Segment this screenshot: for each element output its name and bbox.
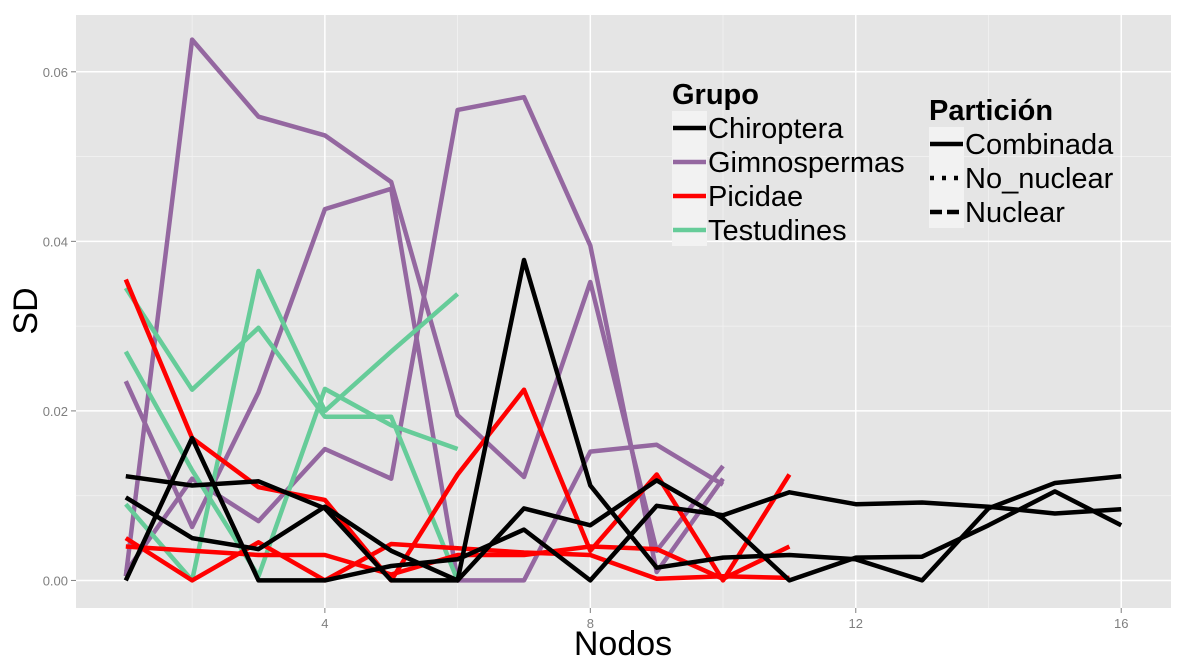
y-tick-label-1: 0.02: [43, 404, 68, 419]
x-tick-label-2: 12: [849, 616, 863, 631]
y-axis-title: SD: [7, 287, 45, 334]
y-tick-label-3: 0.06: [43, 65, 68, 80]
y-tick-label-0: 0.00: [43, 573, 68, 588]
legend-label-nuclear: Nuclear: [965, 197, 1065, 229]
series-line-gimnospermas-combinada: [123, 186, 725, 583]
series-line-chiroptera-combinada: [123, 435, 1122, 583]
series-line-testudines-nuclear: [124, 268, 460, 583]
y-tick-label-2: 0.04: [43, 234, 68, 249]
legend-label-testudines: Testudines: [708, 215, 847, 247]
legend-label-no-nuclear: No_nuclear: [965, 163, 1114, 195]
series-line-testudines-no-nuclear: [123, 286, 460, 582]
series-line-testudines-combinada: [123, 350, 459, 579]
x-tick-label-1: 8: [587, 616, 594, 631]
axis-ticks: 4 8 12 16 0.00 0.02 0.04 0.06: [43, 65, 1129, 631]
x-tick-label-3: 16: [1114, 616, 1128, 631]
legend-label-picidae: Picidae: [708, 181, 803, 213]
legend-label-combinada: Combinada: [965, 129, 1114, 161]
legend-label-gimnospermas: Gimnospermas: [708, 147, 905, 179]
legend-grupo: Grupo ChiropteraGimnospermasPicidaeTestu…: [672, 79, 905, 247]
legend-label-chiroptera: Chiroptera: [708, 113, 844, 145]
x-tick-label-0: 4: [321, 616, 328, 631]
series-line-chiroptera-no-nuclear: [125, 257, 1122, 583]
legend-grupo-key-bg: [672, 111, 707, 246]
legend-particion-title: Partición: [929, 95, 1053, 127]
x-axis-title: Nodos: [574, 625, 672, 663]
series-line-chiroptera-nuclear: [124, 478, 1123, 583]
series-line-gimnospermas-nuclear: [123, 37, 725, 577]
legend-grupo-title: Grupo: [672, 79, 759, 111]
grid: [76, 15, 1171, 608]
series-layer: [123, 37, 1123, 583]
series-line-picidae-combinada: [125, 544, 791, 582]
